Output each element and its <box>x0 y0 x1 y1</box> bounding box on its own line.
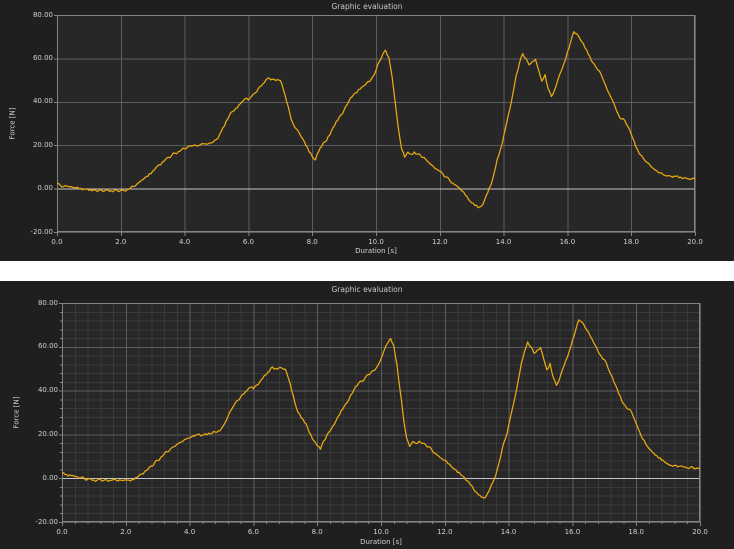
y-tick-label: 80.00 <box>32 10 53 19</box>
chart-panel-top: Graphic evaluation Force [N] Duration [s… <box>0 0 734 261</box>
y-tick-label: 0.00 <box>37 184 53 193</box>
x-tick-label: 6.0 <box>242 238 254 246</box>
x-tick-label: 16.0 <box>559 238 576 246</box>
x-tick-label: 4.0 <box>179 238 191 246</box>
force-trace <box>56 31 696 209</box>
y-tick-label: 60.00 <box>37 342 58 351</box>
x-tick-label: 0.0 <box>51 238 63 246</box>
x-tick-label: 12.0 <box>432 238 448 246</box>
y-tick-label: 40.00 <box>32 97 53 106</box>
x-axis-label: Duration [s] <box>360 538 402 546</box>
plot-area[interactable] <box>58 303 706 527</box>
x-tick-label: 14.0 <box>495 238 512 246</box>
chart-panel-bottom: Graphic evaluation Force [N] Duration [s… <box>0 281 734 549</box>
y-tick-label: 80.00 <box>37 298 58 307</box>
x-tick-label: 14.0 <box>500 528 517 536</box>
x-tick-label: 4.0 <box>184 528 196 536</box>
x-tick-label: 12.0 <box>437 528 453 536</box>
chart-title: Graphic evaluation <box>331 2 403 11</box>
x-tick-label: 2.0 <box>115 238 127 246</box>
y-tick-label: 60.00 <box>32 53 53 62</box>
plot-area[interactable] <box>53 15 701 237</box>
y-tick-label: 40.00 <box>37 386 58 395</box>
x-axis-label: Duration [s] <box>355 247 397 255</box>
x-tick-label: 18.0 <box>628 528 644 536</box>
chart-title: Graphic evaluation <box>331 285 403 294</box>
x-tick-label: 0.0 <box>56 528 68 536</box>
x-tick-label: 10.0 <box>368 238 384 246</box>
y-tick-label: -20.00 <box>35 517 58 526</box>
y-tick-label: -20.00 <box>30 227 53 236</box>
x-tick-label: 18.0 <box>623 238 639 246</box>
x-tick-label: 20.0 <box>692 528 708 536</box>
force-trace <box>61 319 701 499</box>
y-tick-label: 20.00 <box>37 429 58 438</box>
x-tick-label: 20.0 <box>687 238 703 246</box>
y-tick-label: 0.00 <box>42 473 58 482</box>
x-tick-label: 6.0 <box>247 528 259 536</box>
x-tick-label: 8.0 <box>306 238 318 246</box>
x-tick-label: 8.0 <box>311 528 323 536</box>
y-tick-label: 20.00 <box>32 140 53 149</box>
x-tick-label: 10.0 <box>373 528 389 536</box>
x-tick-label: 16.0 <box>564 528 581 536</box>
x-tick-label: 2.0 <box>120 528 132 536</box>
